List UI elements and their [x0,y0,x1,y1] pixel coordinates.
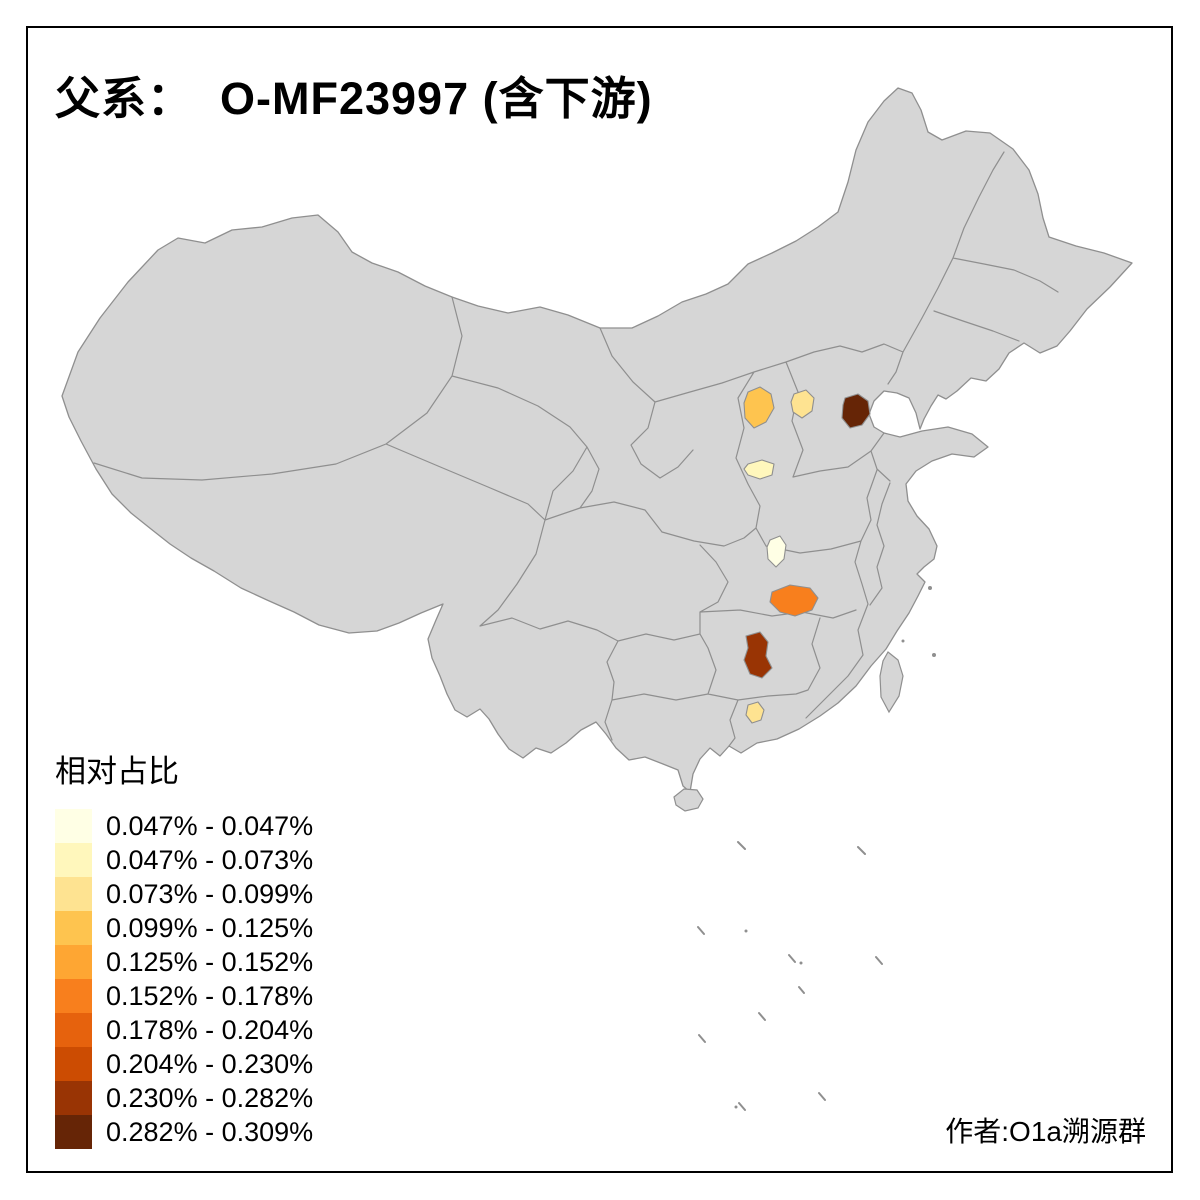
legend-label: 0.099% - 0.125% [106,912,314,943]
china-mainland [61,87,1133,793]
legend-item: 0.073% - 0.099% [55,877,313,911]
legend-swatch [55,911,92,945]
legend-title: 相对占比 [55,754,179,789]
legend-item: 0.152% - 0.178% [55,979,313,1013]
legend-label: 0.047% - 0.047% [106,810,314,841]
legend-label: 0.204% - 0.230% [106,1048,314,1079]
legend-swatch [55,945,92,979]
highlighted-region-3 [841,393,871,429]
legend-label: 0.125% - 0.152% [106,946,314,977]
highlighted-region-6 [769,584,819,617]
highlighted-region-7 [743,631,773,679]
legend-label: 0.047% - 0.073% [106,844,314,875]
nine-dash-line [697,841,883,1111]
legend-swatch [55,979,92,1013]
legend-item: 0.099% - 0.125% [55,911,313,945]
legend-swatch [55,809,92,843]
legend-label: 0.178% - 0.204% [106,1014,314,1045]
coastal-islets [901,586,936,657]
highlighted-region-1 [743,386,775,429]
legend-swatch [55,1115,92,1149]
legend-swatch [55,1047,92,1081]
legend-label: 0.073% - 0.099% [106,878,314,909]
legend-label: 0.152% - 0.178% [106,980,314,1011]
author-credit: 作者:O1a溯源群 [945,1116,1146,1147]
legend-swatch [55,877,92,911]
highlighted-region-4 [743,459,775,480]
legend-item: 0.282% - 0.309% [55,1115,313,1149]
legend-label: 0.282% - 0.309% [106,1116,314,1147]
legend-item: 0.178% - 0.204% [55,1013,313,1047]
legend-item: 0.047% - 0.047% [55,809,313,843]
highlighted-region-8 [745,701,765,724]
legend-item: 0.047% - 0.073% [55,843,313,877]
legend-item: 0.125% - 0.152% [55,945,313,979]
legend-label: 0.230% - 0.282% [106,1082,314,1113]
legend: 相对占比 0.047% - 0.047% 0.047% - 0.073% 0.0… [55,746,313,1149]
legend-swatch [55,1013,92,1047]
legend-item: 0.204% - 0.230% [55,1047,313,1081]
south-china-sea-islands [697,841,883,1111]
legend-swatch [55,1081,92,1115]
province-borders [93,151,1059,747]
legend-rows: 0.047% - 0.047% 0.047% - 0.073% 0.073% -… [55,809,313,1149]
highlighted-region-2 [790,389,815,419]
legend-swatch [55,843,92,877]
figure-title: 父系： O-MF23997 (含下游) [55,73,653,124]
taiwan-island [879,651,904,714]
highlighted-provinces [743,386,871,724]
hainan-island [673,788,704,812]
highlighted-region-5 [766,535,787,568]
legend-item: 0.230% - 0.282% [55,1081,313,1115]
